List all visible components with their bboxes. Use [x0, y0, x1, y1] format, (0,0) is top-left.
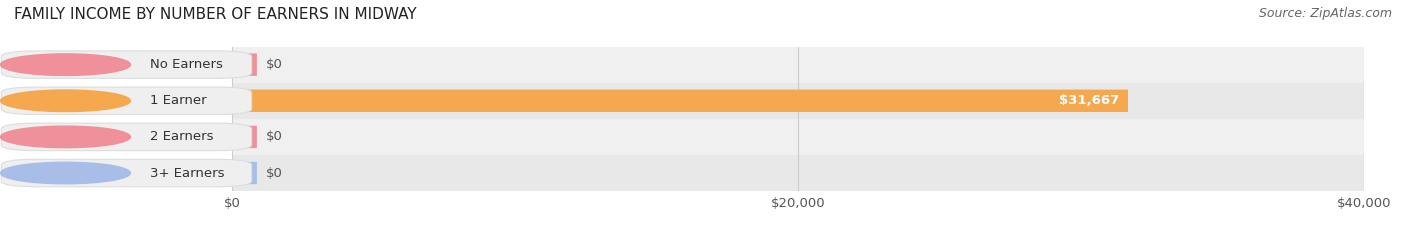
FancyBboxPatch shape [1, 51, 252, 79]
Text: $0: $0 [266, 130, 283, 143]
Text: $31,667: $31,667 [1059, 94, 1119, 107]
Text: 1 Earner: 1 Earner [150, 94, 207, 107]
Text: 3+ Earners: 3+ Earners [150, 167, 225, 179]
Bar [232, 83, 1364, 119]
FancyBboxPatch shape [232, 126, 257, 148]
Text: $0: $0 [266, 167, 283, 179]
Text: No Earners: No Earners [150, 58, 222, 71]
Circle shape [0, 54, 131, 75]
Bar [232, 119, 1364, 155]
Circle shape [0, 126, 131, 148]
FancyBboxPatch shape [1, 87, 252, 115]
Bar [232, 47, 1364, 83]
Text: Source: ZipAtlas.com: Source: ZipAtlas.com [1258, 7, 1392, 20]
Text: 2 Earners: 2 Earners [150, 130, 214, 143]
FancyBboxPatch shape [1, 123, 252, 151]
FancyBboxPatch shape [232, 89, 1128, 112]
Text: FAMILY INCOME BY NUMBER OF EARNERS IN MIDWAY: FAMILY INCOME BY NUMBER OF EARNERS IN MI… [14, 7, 416, 22]
FancyBboxPatch shape [232, 53, 257, 76]
Circle shape [0, 162, 131, 184]
FancyBboxPatch shape [232, 162, 257, 184]
Circle shape [0, 90, 131, 112]
FancyBboxPatch shape [1, 159, 252, 187]
Text: $0: $0 [266, 58, 283, 71]
Bar [232, 155, 1364, 191]
